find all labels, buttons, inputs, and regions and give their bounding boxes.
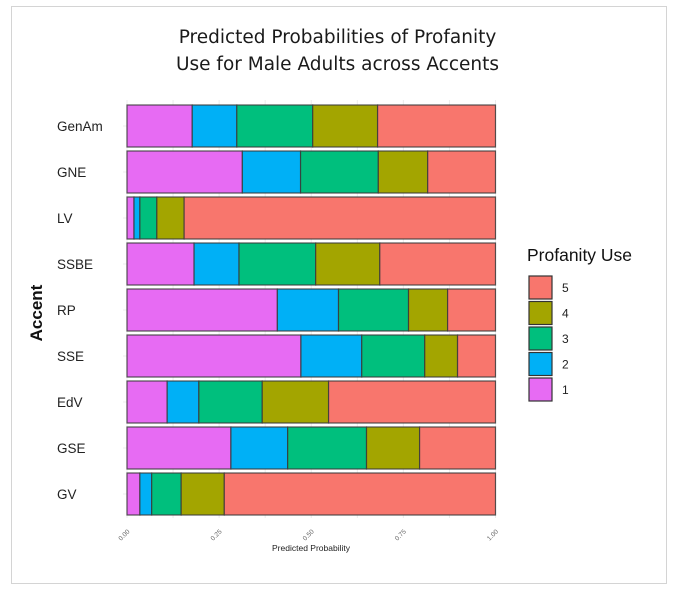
chart-title-line-2: Use for Male Adults across Accents <box>175 54 500 75</box>
x-axis-ticks: 0.00 0.25 0.50 0.75 1.00 <box>118 528 501 542</box>
bars <box>126 104 497 516</box>
bar-segment-GNE-1 <box>126 150 243 194</box>
legend-label: 3 <box>562 332 569 346</box>
bar-segment-SSE-3 <box>361 334 426 378</box>
legend: Profanity Use 5 4 3 2 1 <box>527 245 632 402</box>
y-tick-label: RP <box>57 303 76 318</box>
bar-segment-GenAm-1 <box>126 104 193 148</box>
chart-title: Predicted Probabilities of Profanity Use… <box>0 24 675 78</box>
bar-group-LV <box>126 196 497 240</box>
bar-segment-SSE-5 <box>456 334 497 378</box>
bar-segment-RP-1 <box>126 288 278 332</box>
bar-segment-GV-4 <box>180 472 225 516</box>
bar-segment-LV-3 <box>139 196 158 240</box>
bar-segment-GenAm-2 <box>191 104 238 148</box>
legend-label: 2 <box>562 358 569 372</box>
legend-label: 5 <box>562 281 569 295</box>
bar-segment-GV-1 <box>126 472 141 516</box>
bar-group-RP <box>126 288 497 332</box>
bar-segment-SSBE-4 <box>315 242 381 286</box>
x-tick-label: 1.00 <box>486 528 500 542</box>
bar-segment-SSE-4 <box>424 334 459 378</box>
bar-group-EdV <box>126 380 497 424</box>
legend-title: Profanity Use <box>527 245 632 265</box>
y-axis-title: Accent <box>27 284 46 341</box>
bar-segment-RP-2 <box>276 288 340 332</box>
bar-segment-GNE-2 <box>241 150 302 194</box>
legend-swatch-2 <box>528 351 553 377</box>
bar-segment-EdV-2 <box>166 380 200 424</box>
bar-group-GenAm <box>126 104 497 148</box>
bar-segment-EdV-4 <box>261 380 330 424</box>
y-tick-label: SSBE <box>57 257 93 272</box>
bar-segment-EdV-1 <box>126 380 168 424</box>
bar-group-GSE <box>126 426 497 470</box>
bar-segment-RP-4 <box>407 288 449 332</box>
bar-group-GNE <box>126 150 497 194</box>
bar-segment-GV-5 <box>223 472 497 516</box>
x-tick-label: 0.00 <box>118 528 132 542</box>
y-tick-label: GV <box>57 487 77 502</box>
bar-segment-GNE-4 <box>377 150 429 194</box>
bar-segment-GenAm-5 <box>376 104 497 148</box>
bar-segment-SSBE-2 <box>193 242 240 286</box>
bar-group-SSBE <box>126 242 497 286</box>
bar-segment-GNE-5 <box>427 150 497 194</box>
y-tick-label: EdV <box>57 395 83 410</box>
bar-segment-EdV-3 <box>198 380 263 424</box>
y-tick-label: GNE <box>57 165 86 180</box>
legend-swatch-3 <box>528 326 553 351</box>
bar-segment-LV-1 <box>126 196 135 240</box>
y-axis-labels: GenAm GNE LV SSBE RP SSE EdV GSE GV <box>57 119 103 502</box>
bar-segment-GV-3 <box>151 472 182 516</box>
x-tick-label: 0.50 <box>302 528 316 542</box>
bar-segment-GNE-3 <box>299 150 379 194</box>
legend-label: 4 <box>562 307 569 321</box>
bar-segment-GenAm-3 <box>236 104 314 148</box>
legend-swatch-4 <box>528 300 553 326</box>
legend-label: 1 <box>562 383 569 397</box>
bar-segment-SSE-2 <box>300 334 363 378</box>
bar-segment-EdV-5 <box>327 380 497 424</box>
bar-segment-RP-5 <box>446 288 497 332</box>
bar-segment-GenAm-4 <box>312 104 379 148</box>
bar-segment-GV-2 <box>139 472 153 516</box>
y-tick-label: GenAm <box>57 119 103 134</box>
bar-segment-LV-4 <box>156 196 185 240</box>
x-tick-label: 0.75 <box>394 528 408 542</box>
bar-segment-SSE-1 <box>126 334 302 378</box>
chart-title-line-1: Predicted Probabilities of Profanity <box>178 27 497 48</box>
y-tick-label: SSE <box>57 349 84 364</box>
bar-segment-GSE-5 <box>418 426 497 470</box>
bar-segment-RP-3 <box>337 288 410 332</box>
chart-frame <box>11 6 667 584</box>
bar-segment-SSBE-5 <box>379 242 497 286</box>
bar-segment-SSBE-3 <box>238 242 317 286</box>
bar-group-GV <box>126 472 497 516</box>
legend-swatch-1 <box>528 377 553 402</box>
y-tick-label: GSE <box>57 441 86 456</box>
y-tick-label: LV <box>57 211 73 226</box>
bar-segment-GSE-4 <box>365 426 421 470</box>
x-tick-label: 0.25 <box>210 528 224 542</box>
bar-segment-SSBE-1 <box>126 242 195 286</box>
bar-segment-GSE-1 <box>126 426 232 470</box>
bar-segment-LV-2 <box>133 196 141 240</box>
bar-segment-GSE-2 <box>230 426 289 470</box>
x-axis-title: Predicted Probability <box>272 543 351 553</box>
bar-segment-GSE-3 <box>287 426 368 470</box>
legend-swatch-5 <box>528 275 553 300</box>
bar-segment-LV-5 <box>183 196 497 240</box>
bar-group-SSE <box>126 334 497 378</box>
